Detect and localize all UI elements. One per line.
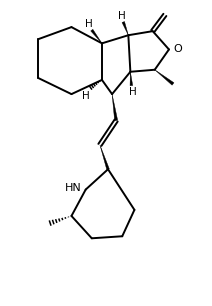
Polygon shape — [122, 21, 128, 35]
Text: H: H — [85, 19, 93, 29]
Text: H: H — [118, 11, 126, 21]
Polygon shape — [100, 145, 109, 170]
Text: HN: HN — [65, 183, 82, 193]
Text: H: H — [82, 91, 90, 101]
Polygon shape — [91, 29, 102, 43]
Polygon shape — [112, 94, 118, 121]
Text: H: H — [128, 87, 136, 97]
Polygon shape — [155, 70, 174, 85]
Text: O: O — [173, 44, 182, 54]
Polygon shape — [130, 72, 133, 86]
